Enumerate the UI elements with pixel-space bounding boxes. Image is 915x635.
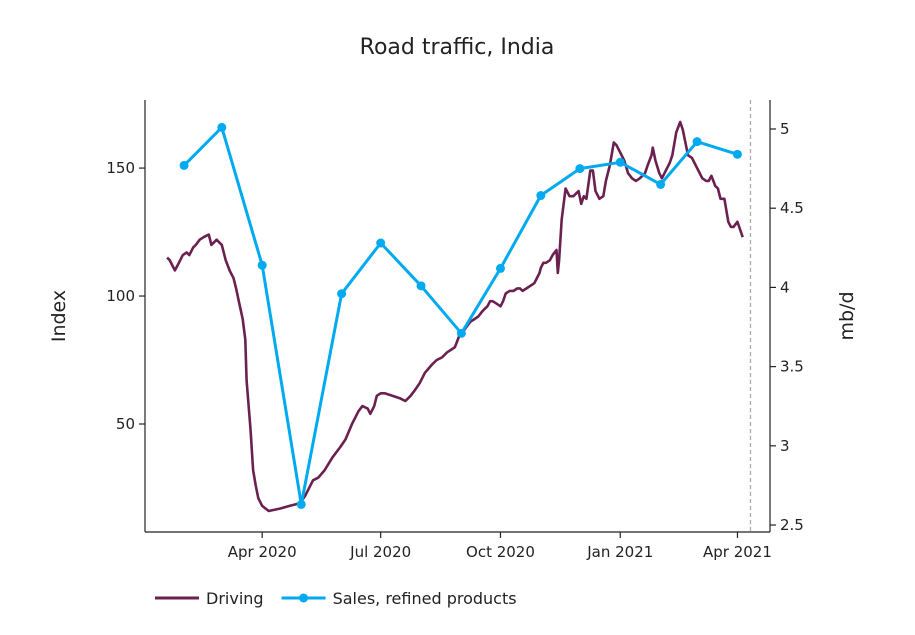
x-tick-label: Apr 2020	[228, 543, 297, 561]
data-point	[456, 328, 466, 338]
y-right-tick-label: 2.5	[780, 516, 804, 534]
y-left-tick-label: 50	[116, 415, 135, 433]
y-axis-right-label: mb/d	[836, 291, 858, 340]
x-tick-label: Jan 2021	[586, 543, 653, 561]
data-point	[416, 281, 426, 291]
legend-marker	[299, 593, 309, 603]
x-tick-label: Jul 2020	[349, 543, 411, 561]
x-tick-label: Oct 2020	[466, 543, 535, 561]
data-point	[656, 179, 666, 189]
x-tick-label: Apr 2021	[703, 543, 772, 561]
data-point	[575, 164, 585, 174]
data-point	[495, 263, 505, 273]
data-point	[217, 122, 227, 132]
axes: Apr 2020 Jul 2020 Oct 2020 Jan 2021 Apr 2021…	[106, 100, 804, 561]
data-point	[376, 238, 386, 248]
series-line-0	[166, 120, 744, 513]
data-point	[732, 149, 742, 159]
legend-item-1[interactable]: Sales, refined products	[281, 589, 517, 608]
data-point	[257, 260, 267, 270]
y-right-tick-label: 3	[780, 437, 790, 455]
data-point	[692, 137, 702, 147]
y-right-tick-label: 4.5	[780, 199, 804, 217]
y-right-tick-label: 4	[780, 278, 790, 296]
plot-area	[166, 100, 752, 532]
series-line-1	[183, 125, 738, 506]
data-point	[179, 160, 189, 170]
y-right-tick-label: 5	[780, 120, 790, 138]
y-left-tick-label: 150	[106, 159, 135, 177]
data-point	[337, 289, 347, 299]
legend-label: Sales, refined products	[333, 589, 517, 608]
y-axis-left-label: Index	[48, 290, 70, 342]
data-point	[296, 499, 306, 509]
data-point	[536, 191, 546, 201]
legend-item-0[interactable]: Driving	[155, 589, 264, 608]
chart-title: Road traffic, India	[360, 35, 555, 60]
legend-label: Driving	[206, 589, 264, 608]
y-right-tick-label: 3.5	[780, 358, 804, 376]
data-point	[615, 157, 625, 167]
y-left-tick-label: 100	[106, 287, 135, 305]
legend: Driving Sales, refined products	[155, 589, 517, 608]
